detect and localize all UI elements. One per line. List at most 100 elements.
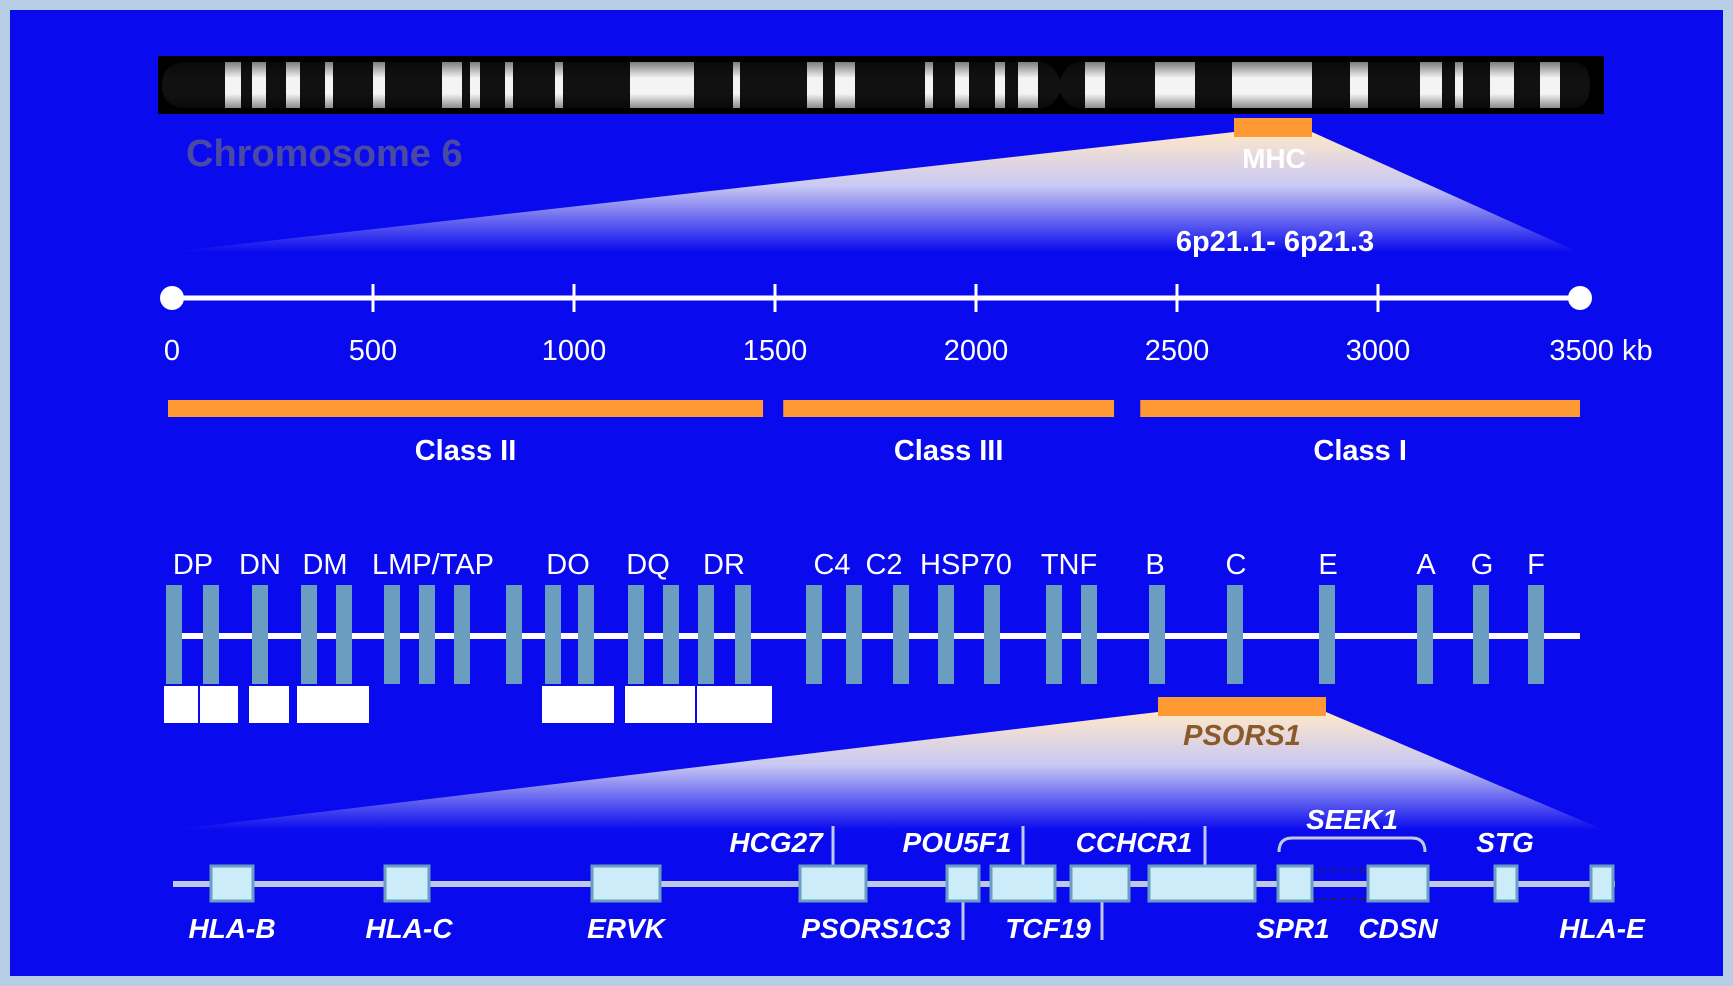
locus-box [297,686,369,723]
locus-bar [578,585,594,684]
locus-label: DQ [626,549,670,581]
gene-label-below: SPR1 [1256,913,1329,944]
seek1-dashed-span [1310,869,1370,900]
gene-box [1147,864,1257,903]
class-regions: Class II Class III Class I [168,400,1580,467]
class-label: Class I [1313,435,1407,467]
scale-tick-label: 3500 kb [1549,335,1652,367]
locus-label: LMP/TAP [372,549,494,581]
gene-box [383,864,431,903]
chromosome-label: Chromosome 6 [186,133,463,175]
locus-label: DM [302,549,347,581]
locus-label: HSP70 [920,549,1012,581]
locus-label: F [1527,549,1545,581]
gene-label-below: ERVK [587,913,667,944]
gene-label-below: HLA-E [1559,913,1646,944]
scale-tick-label: 0 [164,335,180,367]
locus-label: TNF [1041,549,1097,581]
locus-box [249,686,289,723]
gene-box [1069,864,1131,903]
locus-bar [506,585,522,684]
gene-label-below: HLA-B [188,913,275,944]
gene-label-above: HCG27 [729,827,824,858]
class-bar [168,400,764,417]
seek1-bracket [1277,836,1427,853]
gene-label-below: HLA-C [365,913,453,944]
locus-label: A [1416,549,1436,581]
locus-bar [1528,585,1544,684]
gene-label-above: CCHCR1 [1076,827,1193,858]
scale-tick-label: 3000 [1346,335,1411,367]
gene-label-below: CDSN [1358,913,1438,944]
locus-bar [1319,585,1335,684]
band-label: 6p21.1- 6p21.3 [1176,226,1374,258]
gene-box [945,864,981,903]
scale-end-dot [1568,286,1592,310]
locus-bar [806,585,822,684]
gene-box [209,864,255,903]
locus-bar [166,585,182,684]
locus-box [625,686,695,723]
locus-bar [663,585,679,684]
locus-bar [252,585,268,684]
locus-bar [893,585,909,684]
kb-scale: 0 500 1000 1500 2000 2500 3000 3500 kb [160,284,1653,367]
locus-label: E [1318,549,1337,581]
gene-label-above: POU5F1 [903,827,1012,858]
locus-label: C2 [865,549,902,581]
locus-bar [1149,585,1165,684]
psors1-zoom-fan [170,712,1604,830]
locus-bar [419,585,435,684]
locus-bar [203,585,219,684]
locus-bar [735,585,751,684]
class-label: Class III [894,435,1004,467]
locus-bar [698,585,714,684]
locus-label: B [1145,549,1164,581]
locus-bar [1046,585,1062,684]
locus-bar [1081,585,1097,684]
locus-bar [984,585,1000,684]
gene-box [1276,864,1314,903]
locus-label: C4 [813,549,850,581]
locus-bar [938,585,954,684]
class-label: Class II [415,435,517,467]
scale-tick-label: 1500 [743,335,808,367]
scale-tick-label: 2500 [1145,335,1210,367]
locus-bar [336,585,352,684]
scale-tick-label: 500 [349,335,397,367]
locus-label: DN [239,549,281,581]
scale-tick-label: 1000 [542,335,607,367]
chromosome-ideogram [158,56,1604,114]
gene-box [590,864,662,903]
locus-label: DR [703,549,745,581]
locus-bar [846,585,862,684]
gene-label-below: TCF19 [1005,913,1091,944]
gene-label-above: STG [1476,827,1534,858]
gene-map: HCG27 POU5F1 CCHCR1 SEEK1 STG HLA-B HLA-C ERVK… [173,804,1646,944]
locus-label: C [1226,549,1247,581]
locus-box [732,686,772,723]
locus-bar [454,585,470,684]
gene-box [1589,864,1615,903]
locus-label: G [1471,549,1494,581]
locus-label: DP [173,549,213,581]
mhc-marker [1234,118,1312,137]
locus-box [542,686,614,723]
locus-bar [628,585,644,684]
locus-bar [1473,585,1489,684]
class-bar [1140,400,1580,417]
mhc-label: MHC [1242,143,1306,174]
gene-label-above: SEEK1 [1306,804,1398,835]
gene-box [1366,864,1430,903]
scale-start-dot [160,286,184,310]
gene-box [989,864,1057,903]
gene-box [798,864,868,903]
locus-bar [301,585,317,684]
locus-bar [1227,585,1243,684]
locus-bar [384,585,400,684]
scale-tick-label: 2000 [944,335,1009,367]
loci-row: DP DN DM LMP/TAP DO DQ DR C4 C2 HSP70 TNF B C E A G F [164,549,1580,723]
class-bar [783,400,1115,417]
psors1-marker [1158,697,1326,716]
